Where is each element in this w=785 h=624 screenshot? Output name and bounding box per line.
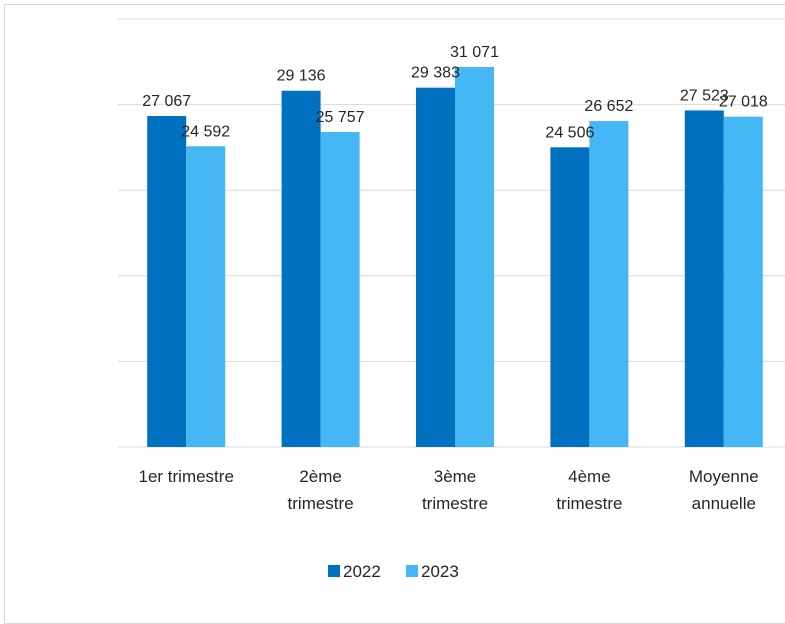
category-label-3: 4ème trimestre bbox=[556, 467, 622, 513]
category-label-0: 1er trimestre bbox=[138, 467, 233, 486]
legend-label-2023: 2023 bbox=[421, 562, 459, 581]
bar-2022-0 bbox=[147, 116, 187, 448]
legend: 2022 2023 bbox=[328, 562, 459, 581]
data-label-2023-0: 24 592 bbox=[181, 123, 230, 140]
bar-2022-2 bbox=[416, 87, 455, 447]
legend-swatch-2022 bbox=[328, 565, 340, 577]
bar-2023-4 bbox=[723, 116, 763, 447]
bar-2023-2 bbox=[455, 67, 494, 448]
data-label-2022-1: 29 136 bbox=[277, 68, 326, 85]
category-label-2: 3ème trimestre bbox=[422, 467, 488, 513]
bar-2022-1 bbox=[281, 90, 321, 447]
category-label-4: Moyenne annuelle bbox=[689, 467, 759, 513]
data-label-2023-1: 25 757 bbox=[316, 109, 365, 126]
data-label-2022-4: 27 523 bbox=[680, 87, 729, 104]
bars bbox=[147, 67, 763, 448]
bar-2022-3 bbox=[550, 147, 590, 447]
bar-2023-0 bbox=[186, 146, 226, 448]
bar-2023-1 bbox=[320, 132, 360, 447]
data-label-2022-0: 27 067 bbox=[142, 93, 191, 110]
bar-chart: 27 067 24 592 29 136 25 757 29 383 31 071 24 5… bbox=[118, 18, 785, 581]
data-label-2022-2: 29 383 bbox=[411, 65, 460, 82]
legend-label-2022: 2022 bbox=[343, 562, 381, 581]
data-label-2023-4: 27 018 bbox=[719, 94, 768, 111]
data-label-2023-3: 26 652 bbox=[584, 98, 633, 115]
category-labels: 1er trimestre 2ème trimestre 3ème trimestre 4… bbox=[138, 467, 758, 513]
data-label-2023-2: 31 071 bbox=[450, 44, 499, 61]
value-labels: 27 067 24 592 29 136 25 757 29 383 31 071 24 5… bbox=[142, 44, 768, 141]
legend-swatch-2023 bbox=[406, 565, 418, 577]
category-label-1: 2ème trimestre bbox=[288, 467, 354, 513]
data-label-2022-3: 24 506 bbox=[545, 124, 594, 141]
bar-2023-3 bbox=[589, 121, 629, 448]
bar-2022-4 bbox=[684, 110, 724, 447]
